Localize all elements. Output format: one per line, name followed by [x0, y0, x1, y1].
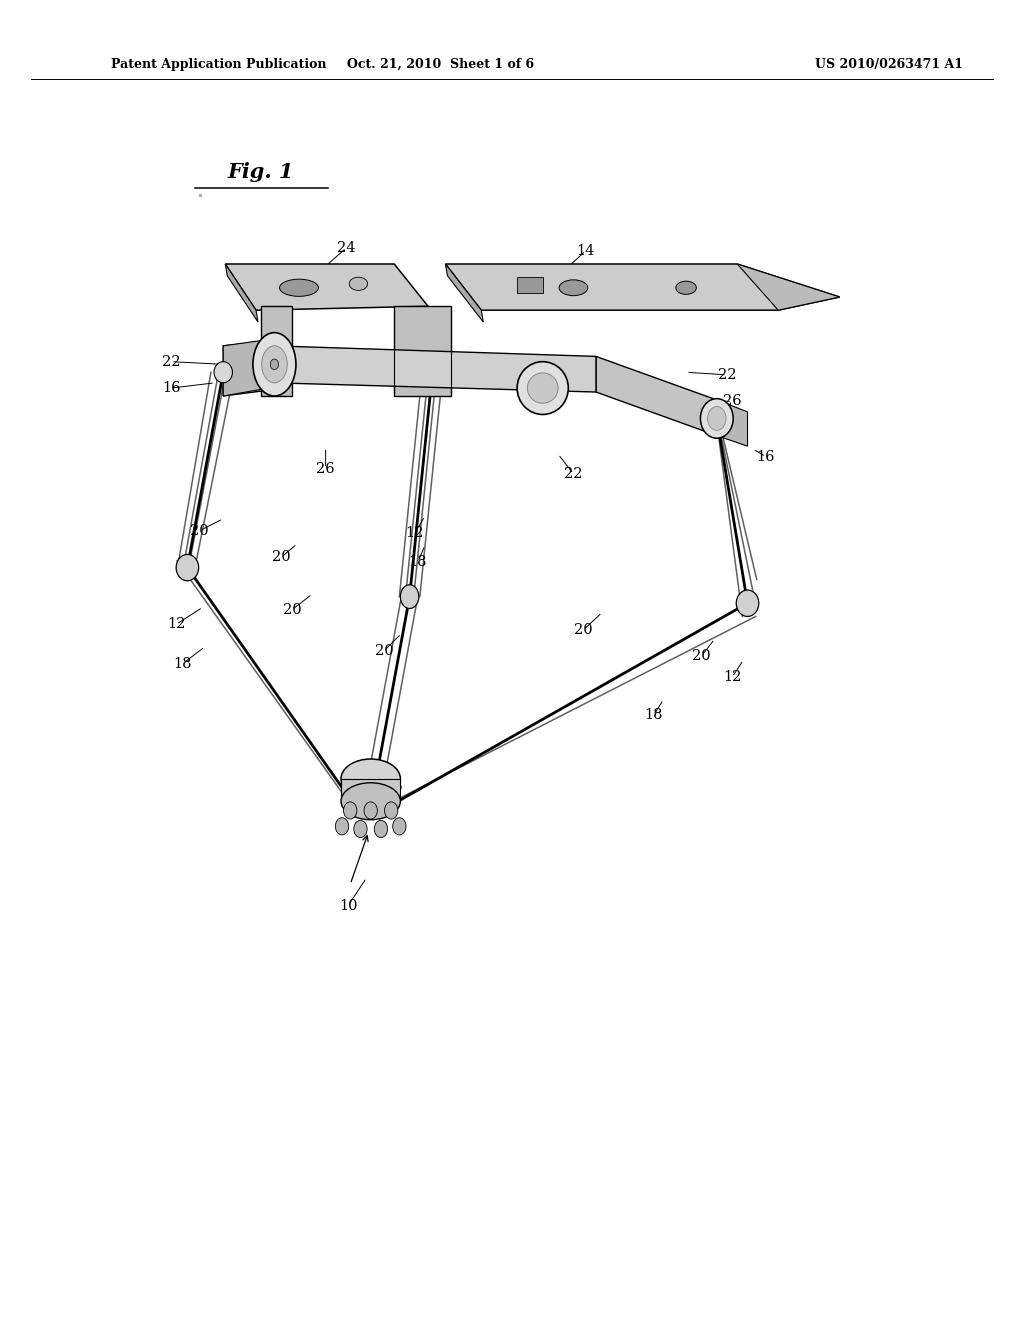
Polygon shape [261, 306, 292, 396]
Text: 24: 24 [337, 242, 355, 255]
Polygon shape [737, 264, 840, 310]
Polygon shape [445, 264, 840, 310]
Text: 20: 20 [692, 649, 711, 663]
Polygon shape [717, 400, 748, 446]
Text: 18: 18 [409, 556, 427, 569]
Ellipse shape [365, 801, 377, 818]
Ellipse shape [700, 399, 733, 438]
Text: 20: 20 [574, 623, 593, 636]
Text: 20: 20 [375, 644, 393, 657]
Ellipse shape [676, 281, 696, 294]
Text: 12: 12 [167, 618, 185, 631]
Ellipse shape [335, 817, 348, 836]
Ellipse shape [341, 759, 400, 799]
Text: 18: 18 [173, 657, 191, 671]
Ellipse shape [349, 277, 368, 290]
Polygon shape [445, 264, 483, 322]
Text: 22: 22 [564, 467, 583, 480]
Ellipse shape [708, 407, 726, 430]
Polygon shape [341, 779, 400, 801]
Polygon shape [596, 356, 717, 436]
Ellipse shape [343, 801, 356, 818]
Polygon shape [223, 341, 261, 396]
Text: 18: 18 [644, 709, 663, 722]
Text: Fig. 1: Fig. 1 [228, 161, 294, 182]
Ellipse shape [270, 359, 279, 370]
Ellipse shape [736, 590, 759, 616]
Text: 22: 22 [162, 355, 180, 368]
Text: Oct. 21, 2010  Sheet 1 of 6: Oct. 21, 2010 Sheet 1 of 6 [347, 58, 534, 70]
Text: 14: 14 [577, 244, 595, 257]
Ellipse shape [353, 820, 367, 837]
Text: 20: 20 [272, 550, 291, 564]
Ellipse shape [392, 817, 406, 836]
Text: Patent Application Publication: Patent Application Publication [111, 58, 326, 70]
Ellipse shape [253, 333, 296, 396]
Ellipse shape [559, 280, 588, 296]
Ellipse shape [176, 554, 199, 581]
Polygon shape [394, 306, 451, 396]
Ellipse shape [262, 346, 287, 383]
Ellipse shape [214, 362, 232, 383]
Ellipse shape [527, 374, 558, 404]
Polygon shape [225, 264, 258, 322]
Ellipse shape [374, 820, 387, 837]
Ellipse shape [341, 783, 400, 820]
Ellipse shape [280, 280, 318, 297]
Text: 76: 76 [385, 780, 403, 793]
Ellipse shape [384, 801, 397, 818]
Ellipse shape [517, 362, 568, 414]
Text: 12: 12 [723, 671, 741, 684]
Polygon shape [517, 277, 543, 293]
Polygon shape [223, 341, 274, 396]
Text: 20: 20 [283, 603, 301, 616]
Text: 26: 26 [316, 462, 335, 475]
Ellipse shape [400, 585, 419, 609]
Text: 12: 12 [406, 527, 424, 540]
Text: 16: 16 [757, 450, 775, 463]
Text: 16: 16 [162, 381, 180, 395]
Polygon shape [274, 346, 596, 392]
Text: 10: 10 [339, 899, 357, 912]
Text: 26: 26 [723, 395, 741, 408]
Polygon shape [225, 264, 428, 310]
Text: 22: 22 [718, 368, 736, 381]
Text: 20: 20 [190, 524, 209, 537]
Text: US 2010/0263471 A1: US 2010/0263471 A1 [815, 58, 963, 70]
